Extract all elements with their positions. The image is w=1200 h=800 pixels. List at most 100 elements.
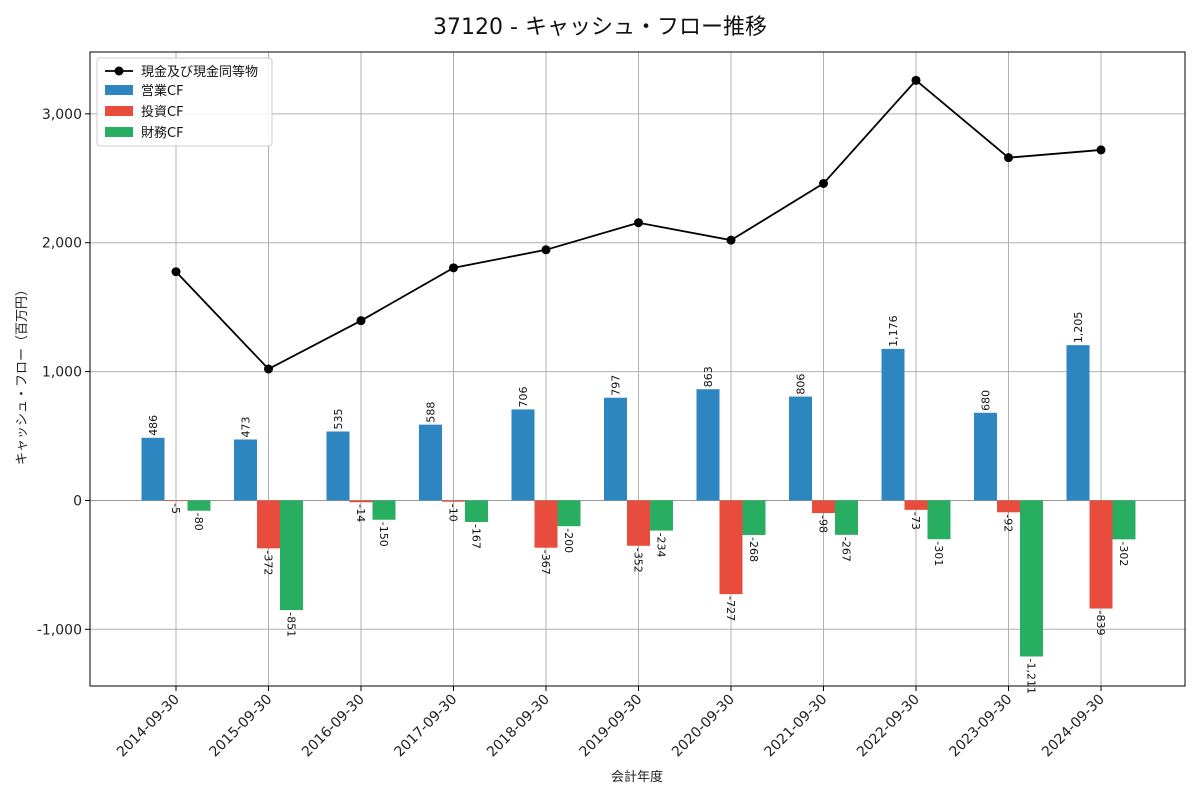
bar (1089, 500, 1113, 609)
data-label: -80 (192, 513, 205, 531)
bar (164, 500, 188, 502)
legend-box (96, 57, 273, 147)
bar (187, 500, 211, 511)
data-label: 535 (332, 408, 345, 429)
bar (257, 500, 280, 549)
data-label: 473 (240, 416, 253, 437)
legend-swatch (105, 85, 133, 95)
data-label: -73 (909, 512, 922, 530)
data-label: 1,205 (1072, 312, 1085, 344)
legend-label: 財務CF (141, 126, 184, 141)
cash-point (1004, 153, 1013, 163)
bar (835, 500, 858, 535)
bar (349, 500, 373, 503)
x-tick-label: 2019-09-30 (576, 692, 645, 761)
data-label: 680 (980, 390, 993, 411)
bar (696, 389, 720, 501)
data-label: -98 (817, 515, 830, 533)
y-tick-label: 0 (73, 493, 82, 509)
x-tick-label: 2023-09-30 (946, 692, 1015, 761)
legend-swatch (105, 127, 133, 137)
x-tick-label: 2017-09-30 (391, 692, 460, 761)
legend-label: 現金及び現金同等物 (141, 64, 258, 80)
data-label: -851 (285, 612, 298, 637)
cash-point (1096, 145, 1106, 155)
bar (1020, 500, 1043, 657)
legend-label: 営業CF (141, 83, 184, 99)
data-label: -267 (840, 537, 853, 562)
y-tick-label: 1,000 (42, 365, 82, 381)
cash-point (264, 364, 273, 374)
data-label: -367 (539, 550, 552, 575)
bar (326, 431, 350, 501)
cash-point (541, 245, 551, 255)
x-tick-label: 2014-09-30 (114, 692, 183, 761)
bar (534, 500, 558, 548)
y-tick-label: 2,000 (42, 236, 82, 252)
legend-line-marker (114, 66, 124, 76)
bar (419, 424, 442, 501)
cash-point (726, 235, 736, 245)
bar (557, 500, 581, 527)
data-label: -302 (1117, 541, 1130, 566)
x-tick-label: 2021-09-30 (761, 692, 830, 761)
data-label: 706 (517, 386, 530, 407)
bar (280, 500, 303, 611)
bar (465, 500, 488, 522)
bar (927, 500, 951, 540)
bar (812, 500, 835, 514)
bar (881, 348, 905, 501)
cash-point (634, 218, 643, 228)
data-label: 806 (795, 374, 808, 395)
x-tick-label: 2015-09-30 (206, 692, 275, 761)
bar (974, 412, 997, 501)
data-label: 863 (702, 366, 715, 387)
bar (904, 500, 928, 510)
data-label: 1,176 (887, 315, 900, 347)
legend-label: 投資CF (141, 104, 184, 120)
cash-point (819, 178, 828, 188)
x-tick-label: 2020-09-30 (669, 692, 738, 761)
cash-point (911, 75, 921, 85)
data-label: -234 (655, 533, 668, 558)
data-label: -352 (632, 548, 645, 573)
data-label: -839 (1094, 611, 1107, 636)
bar (627, 500, 650, 546)
bar (1066, 345, 1090, 501)
bar (997, 500, 1020, 513)
bar (442, 500, 465, 502)
data-label: -14 (354, 504, 367, 522)
plot-frame (89, 51, 1186, 687)
bars-layer (141, 345, 1136, 657)
x-tick-label: 2016-09-30 (299, 692, 368, 761)
data-label: -372 (262, 550, 275, 575)
data-label: -92 (1002, 514, 1015, 532)
bar (789, 396, 812, 501)
bar (742, 500, 766, 535)
x-axis-label: 会計年度 (611, 769, 663, 785)
bar (141, 437, 165, 501)
data-label: 797 (610, 375, 623, 396)
x-tick-label: 2024-09-30 (1039, 692, 1108, 761)
chart-title: 37120 - キャッシュ・フロー推移 (433, 15, 767, 40)
y-tick-label: -1,000 (37, 622, 82, 638)
data-label: -301 (932, 541, 945, 566)
cash-line-layer (171, 75, 1106, 374)
data-label: 486 (147, 415, 160, 436)
bar (511, 409, 535, 501)
data-label: -167 (470, 524, 483, 549)
bar (372, 500, 396, 520)
data-label: -200 (562, 528, 575, 553)
bar (1112, 500, 1136, 540)
data-label: -10 (447, 504, 460, 522)
data-label: -150 (377, 522, 390, 547)
cash-point (449, 263, 458, 273)
bar (604, 397, 627, 501)
data-label: -727 (724, 596, 737, 621)
data-label: -5 (169, 503, 182, 514)
legend-swatch (105, 106, 133, 116)
bar (650, 500, 673, 531)
y-tick-label: 3,000 (42, 107, 82, 123)
